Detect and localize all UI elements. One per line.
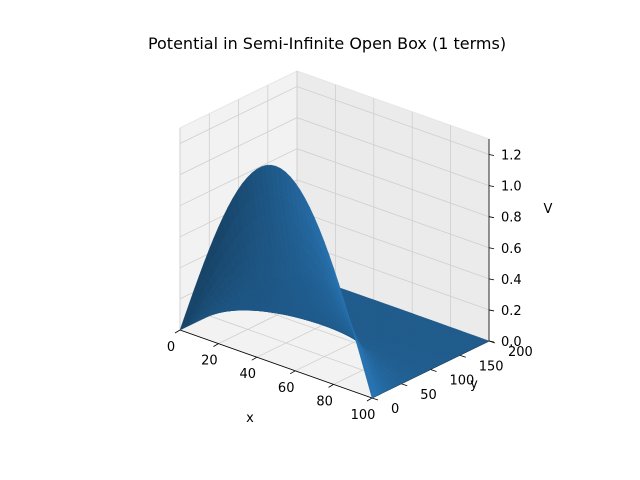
y-tick-label: 0 bbox=[391, 402, 399, 417]
grid-line-z bbox=[179, 86, 490, 155]
y-tick-mark bbox=[371, 397, 379, 401]
z-tick-mark bbox=[488, 278, 495, 281]
z-tick-mark bbox=[488, 185, 495, 188]
grid-line-z bbox=[179, 148, 490, 218]
grid-line-z bbox=[179, 117, 490, 186]
z-tick-mark bbox=[488, 216, 495, 219]
x-tick-label: 60 bbox=[278, 381, 295, 396]
x-tick-label: 80 bbox=[316, 394, 333, 409]
surface-patch bbox=[366, 380, 376, 399]
z-tick-mark bbox=[488, 309, 495, 312]
x-tick-mark bbox=[213, 343, 219, 347]
y-tick-mark bbox=[401, 383, 408, 387]
y-tick-label: 200 bbox=[508, 345, 533, 360]
x-axis-line bbox=[179, 329, 373, 399]
z-tick-mark bbox=[488, 247, 495, 250]
y-tick-label: 50 bbox=[420, 388, 437, 403]
y-axis-label: y bbox=[470, 377, 478, 392]
x-tick-mark bbox=[289, 370, 296, 375]
x-tick-label: 0 bbox=[167, 340, 175, 355]
x-tick-mark bbox=[251, 356, 258, 361]
z-tick-label: 0.4 bbox=[501, 273, 522, 288]
z-tick-label: 0.0 bbox=[501, 335, 522, 350]
z-axis-label: V bbox=[544, 202, 553, 217]
y-tick-mark bbox=[430, 369, 437, 372]
z-tick-mark bbox=[488, 340, 495, 343]
z-tick-label: 0.6 bbox=[501, 242, 522, 257]
z-tick-label: 1.0 bbox=[501, 180, 522, 195]
grid-line-z bbox=[179, 179, 490, 249]
z-tick-mark bbox=[488, 154, 495, 156]
x-tick-label: 100 bbox=[351, 408, 376, 423]
x-tick-label: 20 bbox=[201, 354, 218, 369]
x-axis-label: x bbox=[246, 411, 254, 426]
y-tick-label: 150 bbox=[479, 359, 504, 374]
y-tick-label: 100 bbox=[450, 374, 475, 389]
x-tick-label: 40 bbox=[240, 367, 257, 382]
z-tick-label: 1.2 bbox=[501, 149, 522, 164]
surface-mesh bbox=[179, 164, 490, 399]
chart-title: Potential in Semi-Infinite Open Box (1 t… bbox=[148, 34, 506, 53]
x-tick-mark bbox=[366, 397, 373, 402]
z-tick-label: 0.2 bbox=[501, 304, 522, 319]
y-tick-mark bbox=[459, 354, 466, 358]
z-tick-label: 0.8 bbox=[501, 211, 522, 226]
x-tick-mark bbox=[328, 384, 334, 388]
x-tick-mark bbox=[174, 329, 181, 334]
